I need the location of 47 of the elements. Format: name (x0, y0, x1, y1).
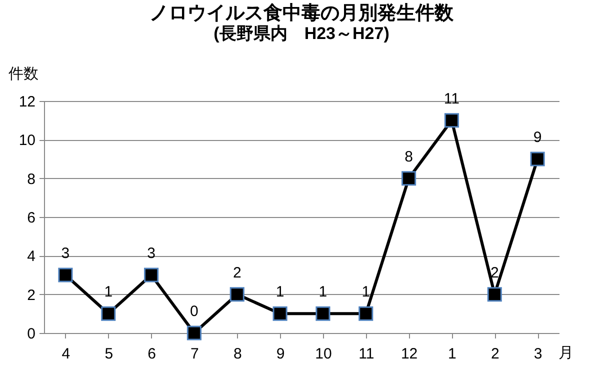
point (444, 113, 459, 128)
x-tick-label: 1 (448, 346, 456, 362)
x-tick-label: 12 (400, 346, 418, 362)
point (58, 268, 73, 282)
y-axis-title: 件数 (8, 66, 38, 82)
point (402, 171, 416, 186)
x-tick-label: 5 (104, 346, 114, 362)
y-tick-label: 6 (27, 210, 36, 226)
data-label: 11 (444, 90, 460, 108)
data-label: 9 (533, 129, 542, 146)
point (144, 268, 159, 282)
point (272, 306, 288, 321)
data-label: 1 (104, 284, 113, 301)
x-tick-label: 6 (148, 346, 156, 362)
point (487, 287, 502, 302)
y-tick-label: 2 (27, 286, 36, 304)
chart-title: ノロウイルス食中毒の月別発生件数 (150, 2, 454, 24)
y-tick-label: 4 (27, 248, 36, 266)
point (186, 326, 202, 340)
x-tick-label: 3 (534, 346, 542, 362)
data-label: 1 (362, 284, 370, 301)
data-label: 3 (147, 245, 156, 262)
point (230, 287, 244, 302)
chart-subtitle: (長野県内 H23～H27) (214, 24, 390, 43)
x-tick-label: 4 (62, 346, 70, 362)
x-tick-label: 2 (490, 346, 500, 362)
x-tick-label: 11 (358, 346, 374, 362)
data-label: 1 (318, 284, 328, 301)
x-tick-label: 10 (315, 346, 332, 362)
x-tick-label: 8 (233, 346, 242, 362)
x-tick-label: 9 (276, 346, 285, 362)
point (530, 152, 545, 166)
data-label: 3 (61, 245, 70, 262)
y-tick-label: 0 (27, 326, 36, 342)
data-label: 8 (404, 148, 413, 166)
y-tick-label: 12 (18, 94, 36, 110)
point (101, 306, 116, 321)
x-tick-label: 7 (190, 346, 199, 362)
data-label: 1 (276, 284, 284, 301)
data-label: 2 (232, 264, 242, 282)
point (358, 306, 374, 321)
point (316, 306, 330, 321)
data-label: 0 (190, 303, 198, 320)
y-tick-label: 10 (18, 132, 36, 150)
data-label: 2 (490, 264, 499, 282)
y-tick-label: 8 (27, 170, 36, 188)
x-axis-title: 月 (558, 344, 574, 362)
